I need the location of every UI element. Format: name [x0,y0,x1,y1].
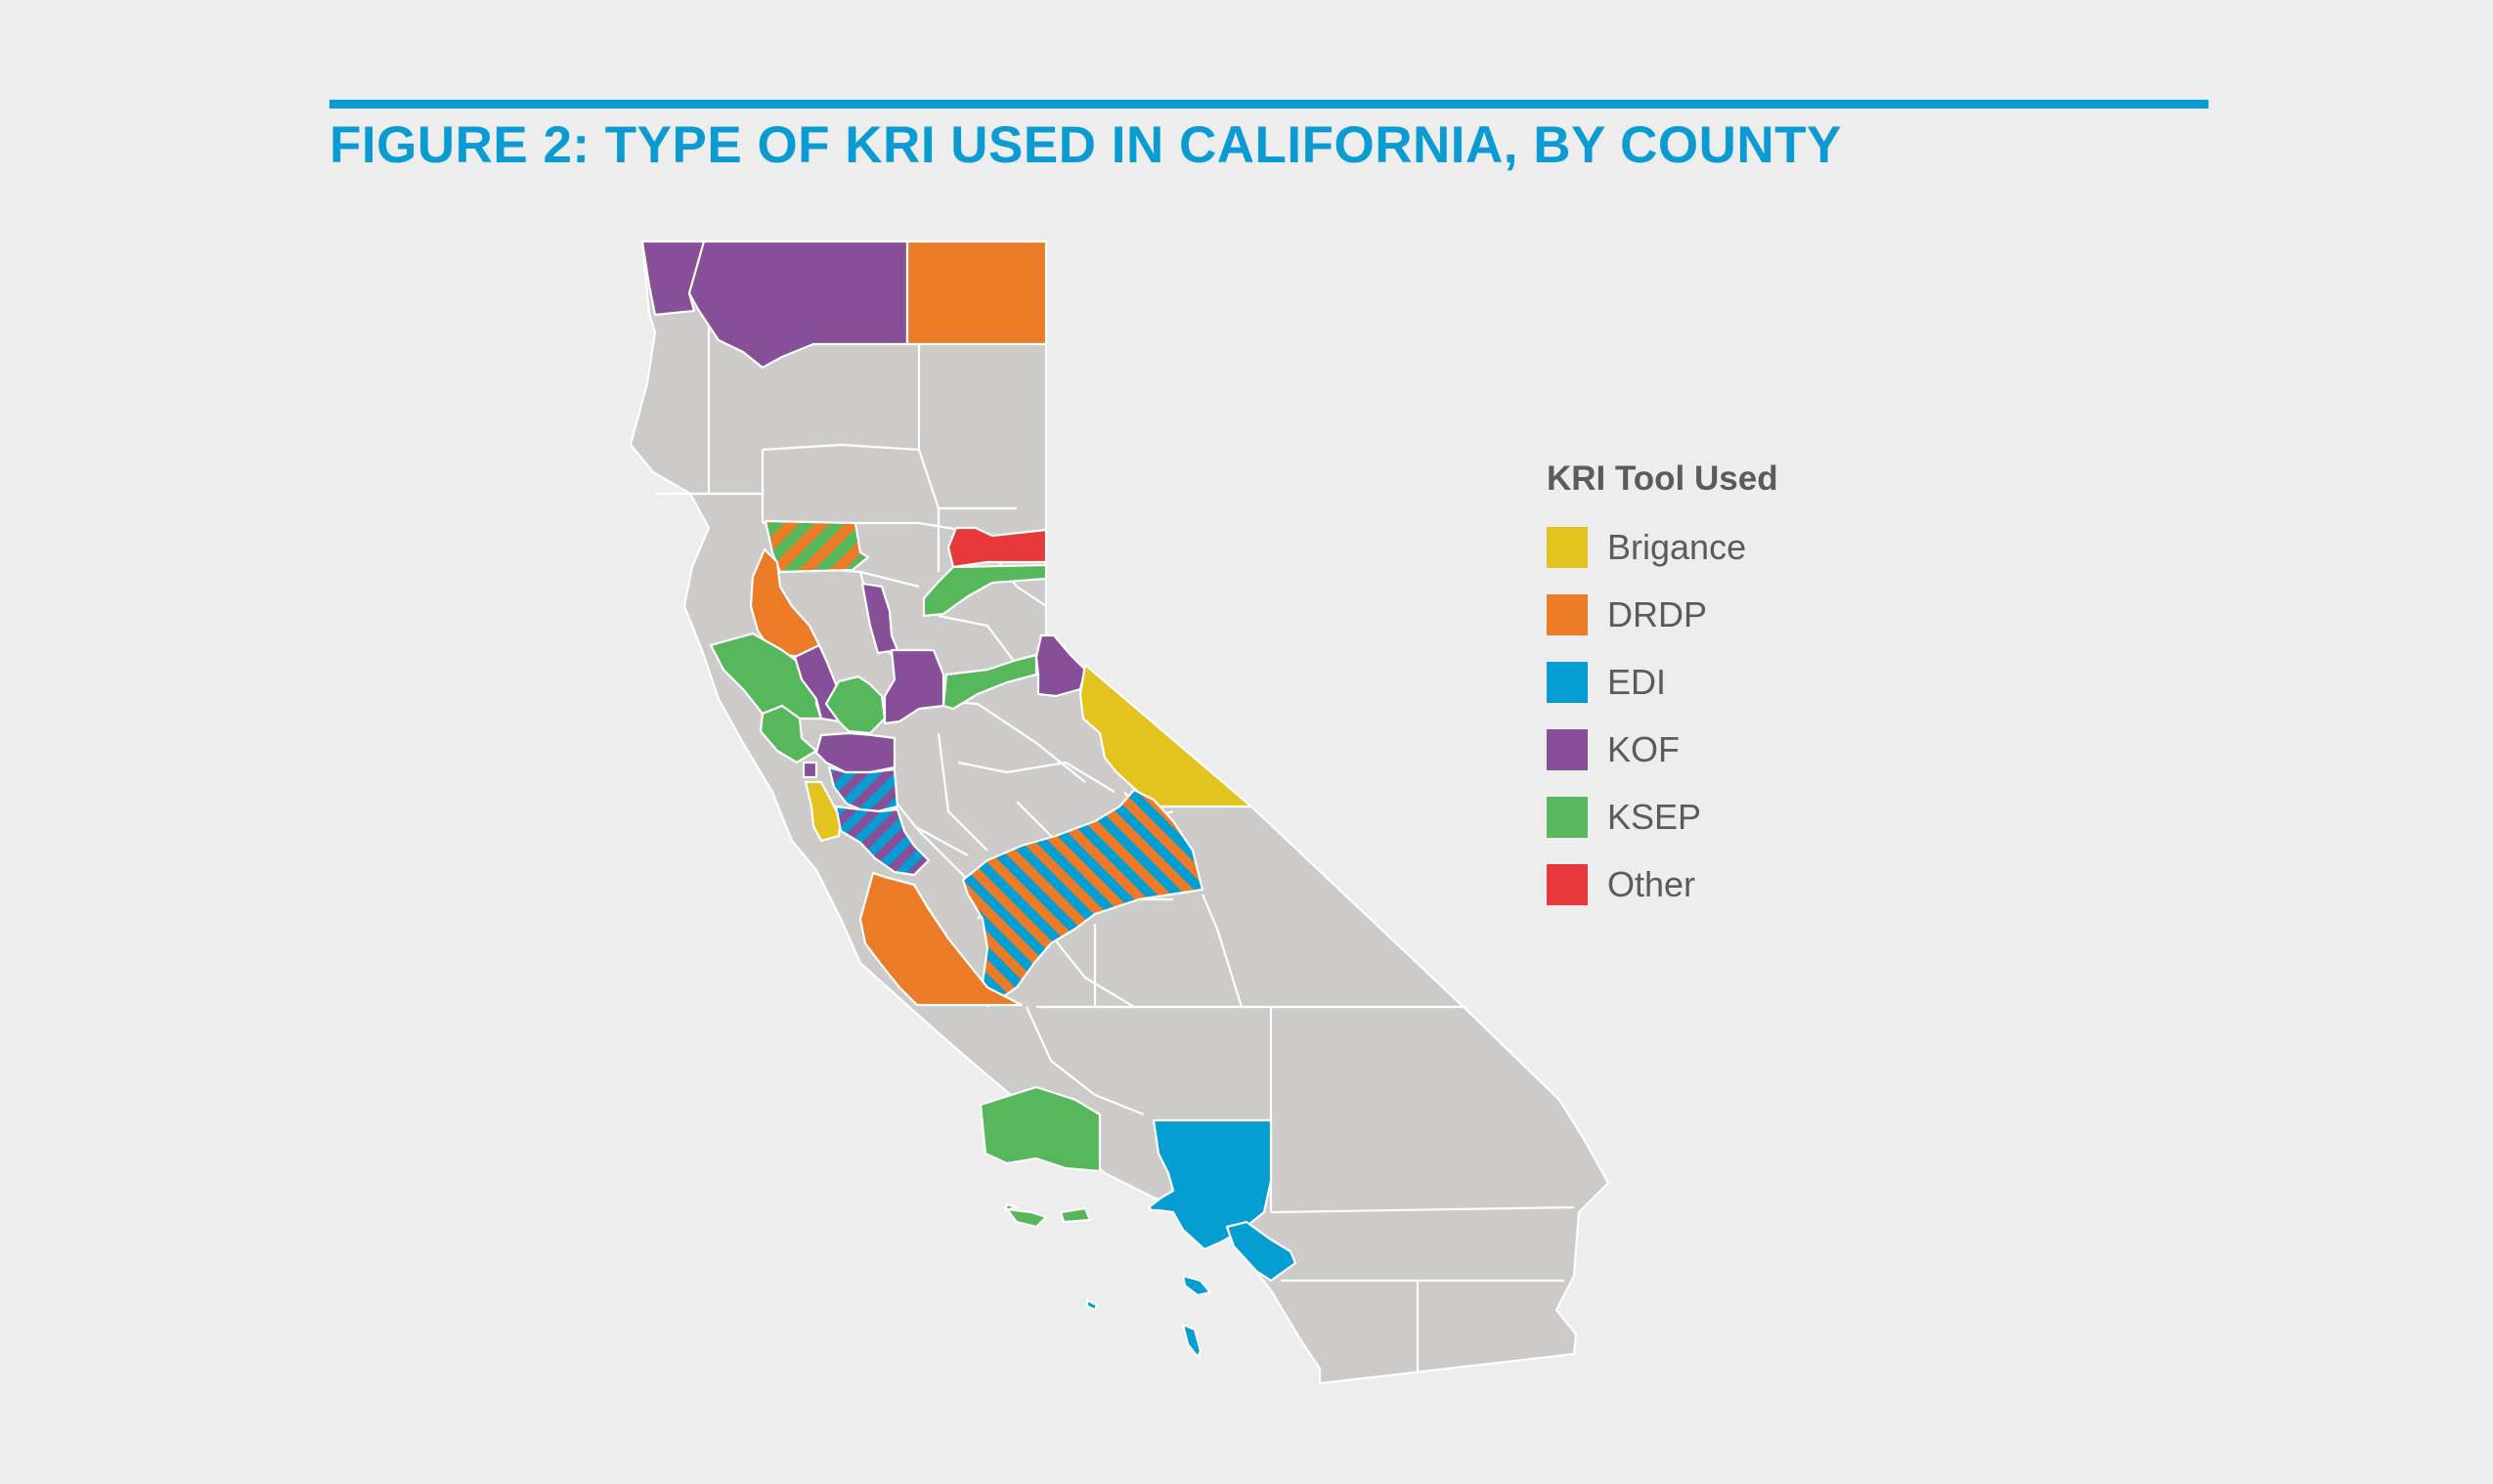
legend-swatch-kof [1547,729,1588,770]
county-glenn [764,519,870,574]
county-sacramento [883,648,945,725]
legend-item-drdp: DRDP [1547,594,1778,635]
county-mono [1078,663,1253,808]
county-solano [824,675,887,735]
county-fresno [961,788,1204,1004]
legend-swatch-other [1547,864,1588,905]
county-monterey [858,871,1024,1007]
legend-item-ksep: KSEP [1547,797,1778,838]
county-nevada [922,563,1048,618]
county-modoc [905,240,1048,346]
legend-item-other: Other [1547,864,1778,905]
county-los-angeles [1147,1118,1273,1251]
legend-swatch-brigance [1547,527,1588,568]
legend-label: DRDP [1607,594,1708,634]
county-san-francisco [802,761,818,779]
county-santa-clara [834,805,931,877]
figure-title: FIGURE 2: TYPE OF KRI USED IN CALIFORNIA… [329,116,1842,174]
county-alameda [827,765,899,813]
legend-label: KSEP [1607,797,1702,837]
county-amador [941,653,1038,711]
legend-swatch-edi [1547,662,1588,703]
legend-item-kof: KOF [1547,729,1778,770]
county-sierra [946,526,1048,569]
los-angeles-islands [1085,1274,1212,1359]
legend-item-edi: EDI [1547,662,1778,703]
legend-swatch-ksep [1547,797,1588,838]
legend-item-brigance: Brigance [1547,527,1778,568]
legend-label: EDI [1607,662,1667,702]
county-orange [1225,1220,1297,1283]
legend-label: Other [1607,864,1696,904]
county-ventura [979,1085,1102,1173]
county-san-mateo [804,780,843,843]
title-rule [329,100,2209,109]
county-alpine [1034,633,1087,698]
legend-title: KRI Tool Used [1547,459,1778,498]
legend-label: KOF [1607,729,1681,769]
ventura-channel-islands [1003,1202,1092,1229]
legend-label: Brigance [1607,527,1747,567]
legend: KRI Tool Used Brigance DRDP EDI KOF KSEP… [1547,459,1778,933]
county-sutter [860,582,899,655]
legend-swatch-drdp [1547,594,1588,635]
